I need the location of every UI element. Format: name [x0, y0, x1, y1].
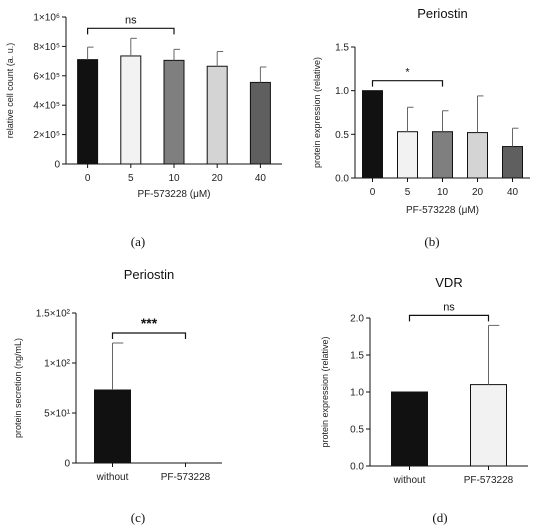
y-tick-label-c: 1×10² [44, 359, 71, 370]
bar-a-0 [77, 59, 99, 165]
x-tick-label-b-0: 0 [370, 187, 376, 198]
chart-title-b: Periostin [417, 6, 468, 21]
x-tick-label-a-1: 5 [128, 173, 134, 184]
bar-b-4 [502, 146, 523, 179]
y-axis-label-b: protein expression (relative) [312, 57, 322, 168]
y-tick-label-b: 0.0 [335, 174, 349, 185]
y-tick-label-a: 8×10⁵ [33, 42, 60, 53]
bar-b-2 [432, 131, 453, 179]
y-tick-label-a: 0 [54, 160, 60, 171]
bar-b-0 [362, 90, 383, 179]
y-tick-label-a: 6×10⁵ [33, 71, 60, 82]
y-tick-label-c: 1.5×10² [36, 309, 71, 320]
y-axis-label-a: relative cell count (a. u.) [5, 43, 15, 139]
bar-d-1 [470, 384, 507, 467]
x-axis-label-a: PF-573228 (μM) [137, 189, 210, 200]
y-tick-label-b: 1.0 [335, 86, 349, 97]
y-tick-label-a: 4×10⁵ [33, 101, 60, 112]
y-tick-label-d: 0.5 [350, 425, 364, 436]
panel-label-b: (b) [424, 234, 439, 249]
y-axis-label-c: protein secretion (ng/mL) [13, 338, 23, 438]
significance-label-b: * [405, 67, 410, 79]
significance-bracket-a [87, 27, 175, 35]
bar-a-3 [206, 65, 228, 165]
y-tick-label-a: 1×10⁶ [33, 13, 60, 24]
panel-label-a: (a) [131, 234, 145, 249]
x-tick-label-a-4: 40 [255, 173, 267, 184]
y-tick-label-d: 0.0 [350, 462, 364, 473]
x-tick-label-a-0: 0 [85, 173, 91, 184]
x-tick-label-d-1: PF-573228 [464, 475, 514, 486]
x-tick-label-b-3: 20 [472, 187, 484, 198]
x-tick-label-a-3: 20 [212, 173, 224, 184]
significance-label-c: *** [141, 315, 158, 331]
bar-b-1 [397, 131, 418, 179]
x-tick-label-b-2: 10 [437, 187, 449, 198]
significance-label-d: ns [443, 301, 455, 313]
y-tick-label-d: 1.5 [350, 351, 364, 362]
y-axis-label-d: protein expression (relative) [320, 336, 330, 447]
x-tick-label-c-0: without [96, 472, 129, 483]
significance-label-a: ns [125, 14, 137, 26]
x-tick-label-b-1: 5 [405, 187, 411, 198]
x-axis-label-b: PF-573228 (μM) [406, 205, 479, 216]
bar-d-0 [391, 391, 428, 467]
y-tick-label-c: 0 [64, 459, 70, 470]
significance-bracket-d [408, 314, 490, 322]
significance-bracket-c [111, 332, 187, 339]
y-tick-label-b: 1.5 [335, 43, 349, 54]
chart-title-c: Periostin [124, 267, 175, 282]
bar-a-2 [163, 59, 185, 165]
y-tick-label-c: 5×10¹ [44, 409, 71, 420]
panel-label-c: (c) [131, 510, 145, 525]
x-tick-label-d-0: without [393, 475, 426, 486]
bar-c-0 [94, 389, 131, 464]
y-tick-label-d: 2.0 [350, 314, 364, 325]
bar-a-4 [249, 81, 271, 165]
panel-label-d: (d) [432, 510, 447, 525]
y-tick-label-a: 2×10⁵ [33, 130, 60, 141]
significance-bracket-b [371, 80, 444, 87]
bar-b-3 [467, 132, 488, 179]
y-tick-label-b: 0.5 [335, 130, 349, 141]
x-tick-label-b-4: 40 [507, 187, 519, 198]
x-tick-label-a-2: 10 [168, 173, 180, 184]
chart-title-d: VDR [435, 275, 462, 290]
y-tick-label-d: 1.0 [350, 388, 364, 399]
x-tick-label-c-1: PF-573228 [161, 472, 211, 483]
bar-a-1 [120, 55, 142, 165]
